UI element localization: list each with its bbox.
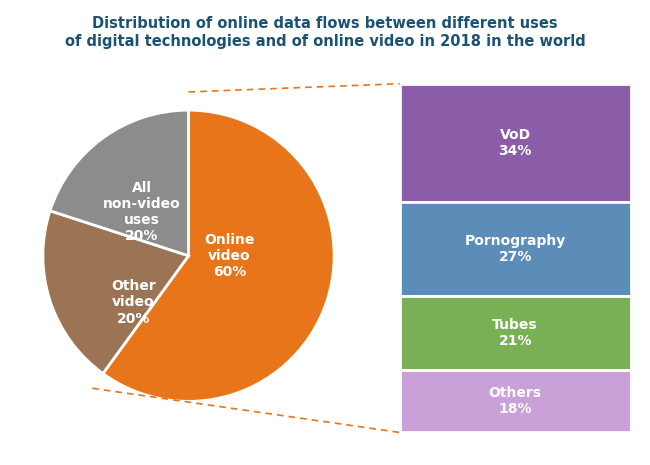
Wedge shape <box>50 110 188 256</box>
Text: VoD
34%: VoD 34% <box>499 128 532 158</box>
Text: Online
video
60%: Online video 60% <box>204 232 254 279</box>
FancyBboxPatch shape <box>400 84 630 202</box>
Text: All
non-video
uses
20%: All non-video uses 20% <box>103 181 181 243</box>
Wedge shape <box>103 110 334 401</box>
FancyBboxPatch shape <box>400 297 630 370</box>
Text: Other
video
20%: Other video 20% <box>111 279 155 326</box>
FancyBboxPatch shape <box>400 202 630 297</box>
Text: Distribution of online data flows between different uses
of digital technologies: Distribution of online data flows betwee… <box>64 16 586 49</box>
Text: Tubes
21%: Tubes 21% <box>492 318 538 348</box>
Text: Others
18%: Others 18% <box>489 386 541 416</box>
FancyBboxPatch shape <box>400 370 630 432</box>
Wedge shape <box>43 211 188 373</box>
Text: Pornography
27%: Pornography 27% <box>465 234 566 265</box>
